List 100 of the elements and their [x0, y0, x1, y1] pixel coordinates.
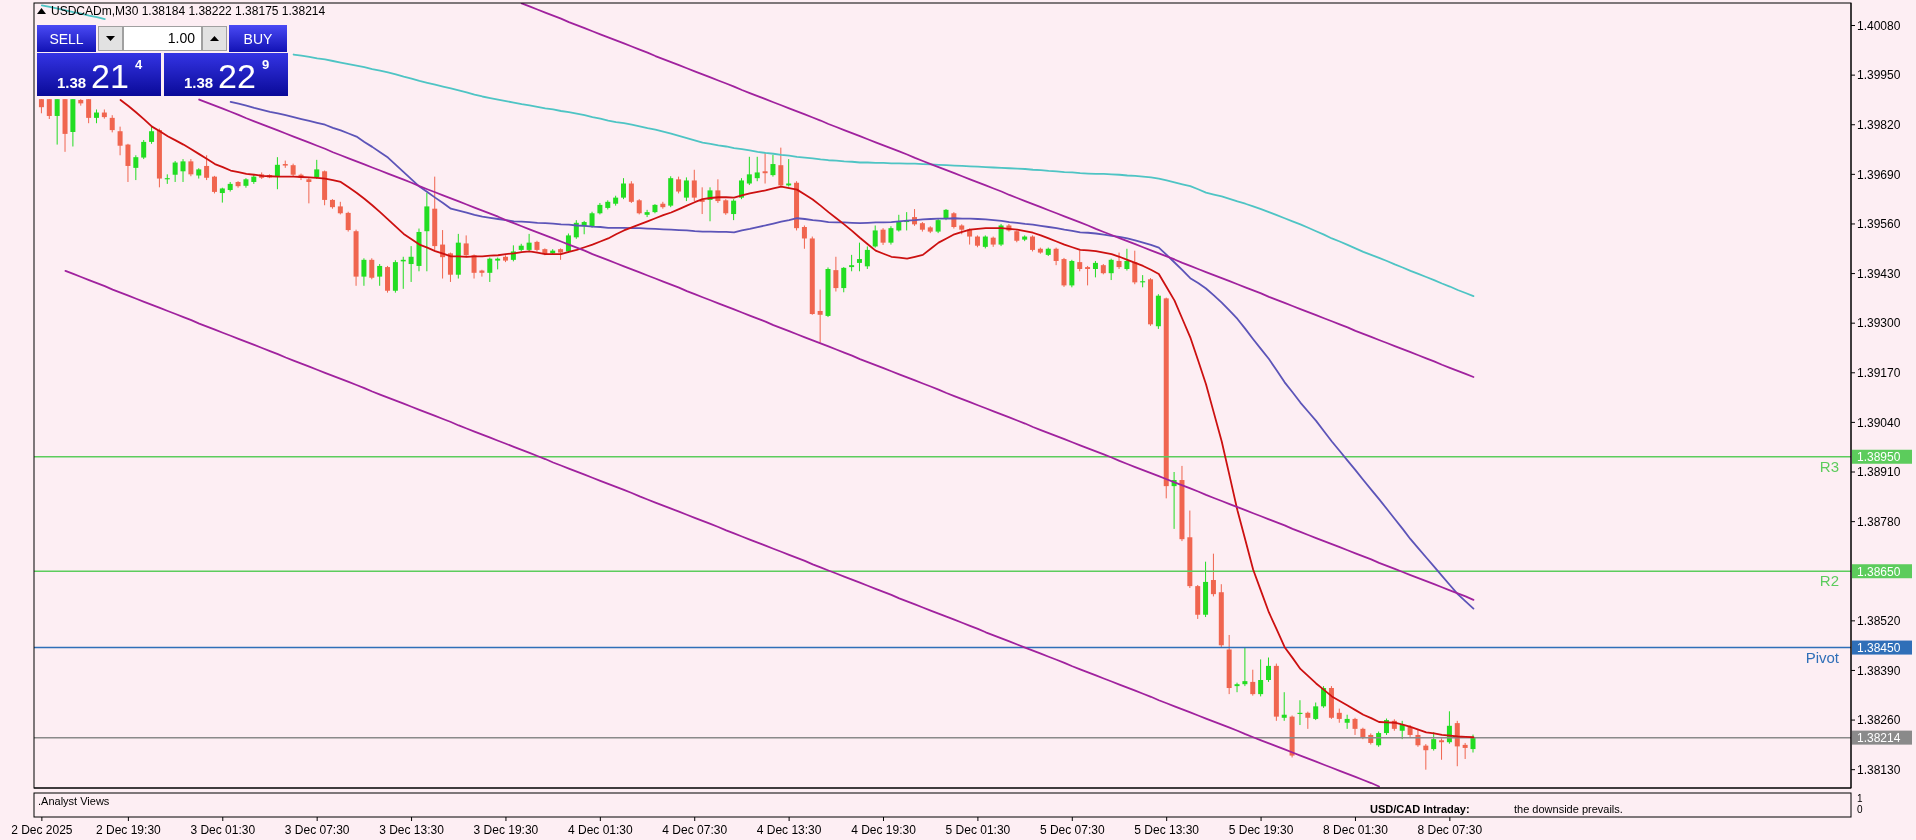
x-tick-label: 3 Dec 19:30 [473, 823, 539, 838]
candlestick [998, 223, 1004, 247]
candlestick [683, 176, 689, 202]
candlestick [1077, 250, 1083, 272]
candlestick [487, 257, 493, 283]
candlestick [1132, 250, 1138, 285]
candlestick [738, 177, 744, 200]
candlestick [345, 211, 351, 233]
candlestick [1242, 646, 1248, 687]
candlestick [1116, 252, 1122, 270]
candlestick [1250, 669, 1256, 697]
ref-line-label: Pivot [1805, 648, 1840, 666]
buy-button: BUY [229, 25, 287, 52]
candlestick [691, 169, 697, 202]
candlestick [770, 154, 776, 178]
candlestick [644, 209, 650, 218]
candlestick [1266, 656, 1271, 683]
y-tick-label: 1.39820 [1857, 118, 1901, 132]
candlestick [385, 265, 391, 294]
candlestick [856, 242, 862, 272]
candlestick [1108, 258, 1114, 281]
annotation: 9 [262, 57, 270, 72]
y-tick-label: 1.38520 [1857, 614, 1901, 629]
candlestick [526, 233, 532, 252]
x-tick-label: 4 Dec 07:30 [662, 823, 728, 838]
y-tick-label: 1.39040 [1857, 415, 1901, 430]
x-tick-label: 5 Dec 19:30 [1228, 823, 1294, 838]
candlestick [801, 224, 807, 250]
ref-line-label: R3 [1819, 457, 1839, 475]
candlestick [628, 180, 634, 204]
candlestick [408, 245, 414, 283]
y-tick-label: 1.40080 [1857, 18, 1901, 33]
x-tick-label: 4 Dec 13:30 [756, 823, 822, 838]
text: 1.38214 [1857, 731, 1901, 746]
candlestick [125, 143, 131, 183]
y-tick-label: 1.38780 [1857, 514, 1901, 529]
y-tick-label: 1.39560 [1857, 217, 1901, 232]
candlestick [621, 177, 626, 200]
y-tick-label: 1.38390 [1857, 663, 1901, 678]
y-tick-label: 1.39950 [1857, 68, 1901, 83]
annotation: 1.38 [184, 74, 214, 91]
sell-button: SELL [37, 25, 96, 52]
candlestick [117, 126, 123, 156]
line-series [520, 3, 1475, 378]
candlestick [872, 224, 878, 249]
candlestick [172, 160, 178, 183]
candlestick [141, 139, 147, 160]
x-tick-label: 2 Dec 19:30 [96, 823, 162, 838]
candlestick [1281, 691, 1287, 722]
candlestick [361, 257, 367, 287]
candlestick [46, 98, 52, 120]
candlestick [86, 98, 92, 124]
x-tick-label: 2 Dec 2025 [11, 823, 73, 838]
candlestick [1210, 553, 1216, 597]
y-tick-label: 1.39690 [1857, 167, 1901, 182]
candlestick [841, 266, 847, 293]
y-tick-label: 1.38910 [1857, 465, 1901, 480]
candlestick [746, 156, 752, 186]
candlestick [762, 152, 768, 185]
text: 1.38950 [1857, 450, 1901, 465]
line-series [64, 270, 1380, 788]
y-tick-label: 1.38130 [1857, 762, 1901, 777]
text: .Analyst Views [38, 795, 110, 807]
candlestick [1399, 720, 1405, 740]
candlestick [306, 177, 312, 204]
text: 1.38650 [1857, 564, 1901, 579]
candlestick [1085, 265, 1091, 286]
candlestick [833, 256, 839, 293]
text: the downside prevails. [1514, 803, 1623, 815]
text: 1.38450 [1857, 641, 1901, 656]
candlestick [133, 154, 139, 181]
candlestick [778, 147, 784, 188]
candlestick [888, 225, 894, 246]
candlestick [817, 289, 823, 344]
candlestick [754, 156, 760, 182]
y-tick-label: 1.39300 [1857, 316, 1901, 331]
candlestick [471, 253, 477, 280]
x-tick-label: 4 Dec 19:30 [851, 823, 917, 838]
x-tick-label: 5 Dec 13:30 [1134, 823, 1200, 838]
lot-size-field: 1.00 [123, 26, 202, 51]
x-tick-label: 3 Dec 07:30 [284, 823, 350, 838]
candlestick [235, 180, 241, 189]
annotation: 1.38 [57, 74, 87, 91]
x-tick-label: 8 Dec 01:30 [1323, 823, 1389, 838]
y-tick-label: 1.38260 [1857, 713, 1901, 728]
candlestick [1439, 737, 1445, 761]
candlestick [1431, 731, 1437, 752]
candlestick [1234, 682, 1240, 693]
y-tick-label: 1.39170 [1857, 366, 1901, 381]
y-tick-label: 1.39430 [1857, 266, 1901, 281]
candlestick [479, 269, 485, 278]
candlestick [204, 154, 210, 181]
x-tick-label: 8 Dec 07:30 [1417, 823, 1483, 838]
x-tick-label: 3 Dec 13:30 [379, 823, 445, 838]
candlestick [54, 98, 60, 146]
candlestick [274, 156, 280, 190]
x-tick-label: 4 Dec 01:30 [567, 823, 634, 838]
candlestick [731, 198, 737, 221]
candlestick [864, 245, 870, 270]
candlestick [463, 234, 469, 258]
